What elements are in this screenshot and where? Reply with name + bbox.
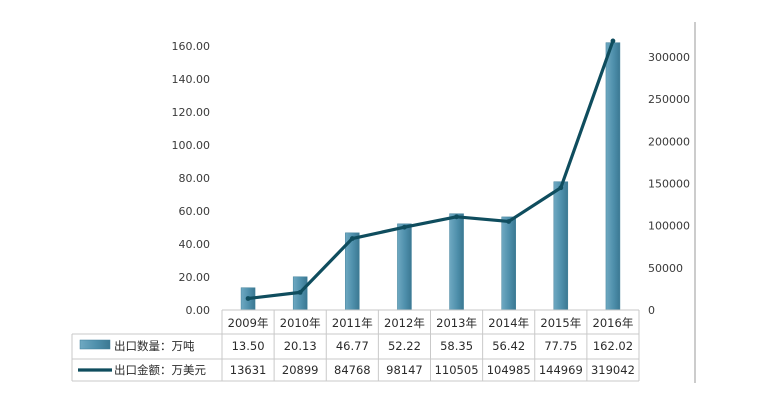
y-left-tick-label: 120.00 (172, 106, 211, 119)
y-left-tick-label: 140.00 (172, 73, 211, 86)
y-left-tick-label: 60.00 (179, 205, 211, 218)
data-label-bar: 58.35 (440, 339, 473, 353)
y-right-tick-label: 100000 (648, 220, 690, 233)
y-right-tick-label: 250000 (648, 93, 690, 106)
y-right-tick-label: 200000 (648, 135, 690, 148)
y-right-tick-label: 0 (648, 304, 655, 317)
bar (397, 223, 412, 311)
x-tick-label: 2012年 (384, 316, 425, 330)
data-label-bar: 56.42 (492, 339, 525, 353)
data-label-line: 84768 (334, 363, 371, 377)
data-label-bar: 13.50 (232, 339, 265, 353)
line-point (402, 224, 407, 230)
data-label-line: 104985 (487, 363, 531, 377)
y-left-tick-label: 20.00 (179, 271, 211, 284)
data-label-line: 144969 (539, 363, 583, 377)
legend-label-line: 出口金额：万美元 (114, 363, 206, 377)
y-left-tick-label: 0.00 (186, 304, 211, 317)
bar (501, 216, 516, 311)
y-right-tick-label: 150000 (648, 178, 690, 191)
line-point (506, 219, 512, 224)
data-label-line: 319042 (591, 363, 635, 377)
x-tick-label: 2009年 (228, 316, 269, 330)
y-right-tick-label: 300000 (648, 51, 690, 64)
data-label-bar: 20.13 (284, 339, 317, 353)
data-label-bar: 162.02 (593, 339, 633, 353)
x-tick-label: 2010年 (280, 316, 321, 330)
line-point (454, 214, 459, 220)
y-left-tick-label: 100.00 (172, 139, 211, 152)
bar (605, 42, 621, 311)
legend-label-bar: 出口数量：万吨 (114, 339, 195, 353)
line-point (297, 289, 303, 295)
data-label-line: 20899 (282, 363, 319, 377)
x-tick-label: 2015年 (540, 316, 581, 330)
bar (449, 213, 464, 311)
bar (553, 181, 569, 311)
line-point (610, 38, 616, 44)
data-label-line: 98147 (386, 363, 423, 377)
y-left-tick-label: 160.00 (172, 40, 211, 53)
x-tick-label: 2011年 (332, 316, 373, 330)
data-label-line: 110505 (435, 363, 479, 377)
line-point (349, 236, 355, 241)
y-right-tick-label: 50000 (648, 262, 683, 275)
legend-bar-swatch (79, 339, 111, 350)
data-label-bar: 52.22 (388, 339, 421, 353)
data-label-line: 13631 (230, 363, 267, 377)
line-point (245, 296, 251, 301)
line-series (246, 39, 615, 301)
line-point (558, 185, 564, 191)
data-label-bar: 46.77 (336, 339, 369, 353)
y-left-tick-label: 40.00 (179, 238, 211, 251)
x-tick-label: 2013年 (436, 316, 477, 330)
x-tick-label: 2016年 (593, 316, 634, 330)
y-left-tick-label: 80.00 (179, 172, 211, 185)
data-label-bar: 77.75 (544, 339, 577, 353)
x-tick-label: 2014年 (488, 316, 529, 330)
